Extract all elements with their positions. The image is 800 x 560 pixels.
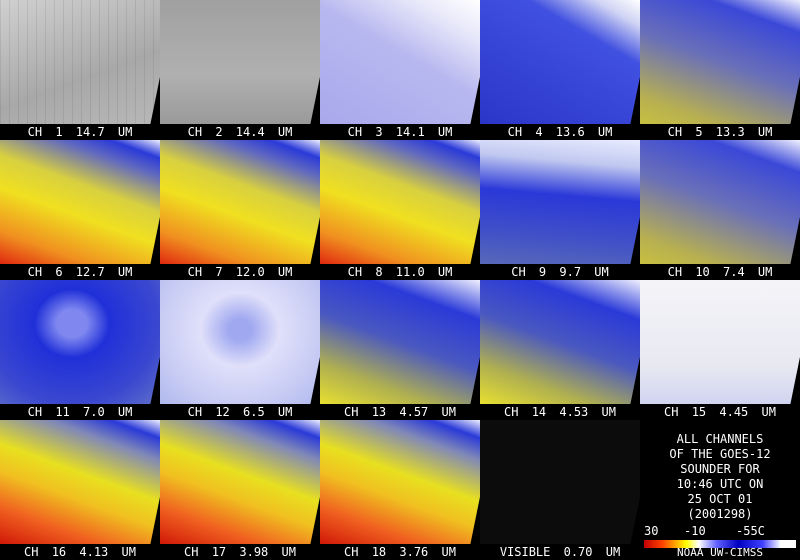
channel-image	[160, 140, 320, 264]
channel-image	[320, 420, 480, 544]
channel-image	[0, 280, 160, 404]
channel-label: CH 5 13.3 UM	[667, 125, 773, 139]
channel-image	[160, 420, 320, 544]
channel-label: CH 13 4.57 UM	[344, 405, 456, 419]
channel-panel: CH 15 4.45 UM	[640, 280, 800, 420]
channel-panel: VISIBLE 0.70 UM	[480, 420, 640, 560]
channel-panel: CH 5 13.3 UM	[640, 0, 800, 140]
channel-image	[320, 140, 480, 264]
channel-label: CH 1 14.7 UM	[27, 125, 133, 139]
channel-label: CH 9 9.7 UM	[511, 265, 609, 279]
info-line: SOUNDER FOR	[680, 462, 760, 476]
color-scale-bar	[644, 540, 796, 548]
channel-panel: CH 6 12.7 UM	[0, 140, 160, 280]
channel-panel: CH 9 9.7 UM	[480, 140, 640, 280]
channel-label: CH 17 3.98 UM	[184, 545, 296, 559]
channel-panel: CH 4 13.6 UM	[480, 0, 640, 140]
channel-label: VISIBLE 0.70 UM	[499, 545, 621, 559]
channel-panel: CH 3 14.1 UM	[320, 0, 480, 140]
scale-label: 30	[644, 524, 659, 538]
scale-label: -55C	[736, 524, 765, 538]
channel-panel: CH 1 14.7 UM	[0, 0, 160, 140]
info-line: OF THE GOES-12	[669, 447, 771, 461]
channel-image	[640, 0, 800, 124]
channel-panel: CH 17 3.98 UM	[160, 420, 320, 560]
channel-image	[320, 280, 480, 404]
info-panel: ALL CHANNELS OF THE GOES-12 SOUNDER FOR 10:…	[640, 420, 800, 560]
channel-panel: CH 13 4.57 UM	[320, 280, 480, 420]
channel-panel: CH 8 11.0 UM	[320, 140, 480, 280]
channel-label: CH 15 4.45 UM	[664, 405, 776, 419]
channel-label: CH 4 13.6 UM	[507, 125, 613, 139]
channel-panel: CH 11 7.0 UM	[0, 280, 160, 420]
channel-label: CH 8 11.0 UM	[347, 265, 453, 279]
channel-image	[640, 140, 800, 264]
channel-image	[0, 0, 160, 124]
channel-label: CH 2 14.4 UM	[187, 125, 293, 139]
channel-label: CH 14 4.53 UM	[504, 405, 616, 419]
credit: NOAA UW-CIMSS	[676, 546, 764, 559]
channel-label: CH 12 6.5 UM	[187, 405, 293, 419]
channel-image	[480, 140, 640, 264]
info-line: 10:46 UTC ON	[676, 477, 764, 491]
channel-label: CH 10 7.4 UM	[667, 265, 773, 279]
channel-image	[480, 0, 640, 124]
channel-panel: CH 14 4.53 UM	[480, 280, 640, 420]
info-line: 25 OCT 01	[687, 492, 753, 506]
channel-label: CH 6 12.7 UM	[27, 265, 133, 279]
channel-image	[160, 0, 320, 124]
channel-image	[320, 0, 480, 124]
channel-panel: CH 7 12.0 UM	[160, 140, 320, 280]
channel-panel: CH 2 14.4 UM	[160, 0, 320, 140]
channel-label: CH 11 7.0 UM	[27, 405, 133, 419]
channel-panel: CH 12 6.5 UM	[160, 280, 320, 420]
channel-label: CH 18 3.76 UM	[344, 545, 456, 559]
channel-image	[480, 420, 640, 544]
channel-image	[0, 420, 160, 544]
channel-panel: CH 16 4.13 UM	[0, 420, 160, 560]
scale-label: -10	[684, 524, 706, 538]
info-line: (2001298)	[687, 507, 753, 521]
channel-image	[160, 280, 320, 404]
channel-label: CH 7 12.0 UM	[187, 265, 293, 279]
channel-image	[480, 280, 640, 404]
info-line: ALL CHANNELS	[676, 432, 764, 446]
channel-label: CH 16 4.13 UM	[24, 545, 136, 559]
channel-image	[640, 280, 800, 404]
channel-panel: CH 18 3.76 UM	[320, 420, 480, 560]
channel-panel: CH 10 7.4 UM	[640, 140, 800, 280]
channel-label: CH 3 14.1 UM	[347, 125, 453, 139]
channel-image	[0, 140, 160, 264]
